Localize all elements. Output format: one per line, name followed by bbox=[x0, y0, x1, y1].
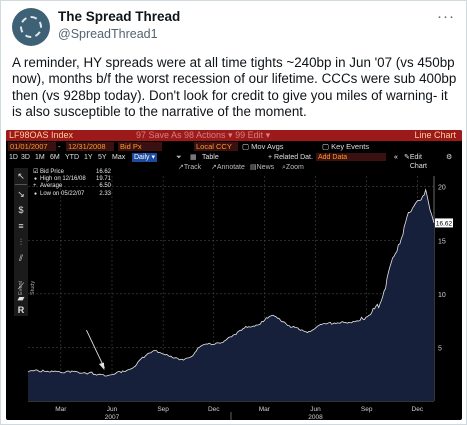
start-date-field[interactable]: 01/01/2007 bbox=[8, 142, 56, 151]
legend-low-value: 2.33 bbox=[99, 190, 111, 197]
x-tick-label: Jun bbox=[310, 406, 321, 413]
key-events-label: Key Events bbox=[331, 142, 370, 151]
high-marker-icon: ● bbox=[34, 176, 38, 183]
mov-avgs-toggle[interactable]: ▢ Mov Avgs bbox=[242, 142, 284, 151]
annotation-arrowhead bbox=[98, 362, 105, 371]
spread-area bbox=[28, 189, 434, 401]
line-tool-icon[interactable]: ⟋ bbox=[17, 281, 25, 291]
x-tick-label: Mar bbox=[55, 406, 67, 413]
legend-row-high: ● High on 12/16/08 19.71 bbox=[33, 176, 111, 183]
period-1y[interactable]: 1Y bbox=[84, 154, 93, 161]
y-tick-label: 5 bbox=[438, 345, 442, 352]
x-tick-label: Sep bbox=[361, 406, 373, 413]
period-row: 1D 3D 1M 6M YTD 1Y 5Y Max Daily ▾ ⏷ ▦ Ta… bbox=[6, 153, 462, 170]
y-tick-label: 20 bbox=[438, 185, 446, 192]
period-1m[interactable]: 1M bbox=[35, 154, 45, 161]
period-5y[interactable]: 5Y bbox=[98, 154, 107, 161]
chart-settings-gear-icon[interactable]: ⚙ bbox=[446, 154, 453, 161]
end-date-field[interactable]: 12/31/2008 bbox=[66, 142, 114, 151]
legend-row-low: ● Low on 05/22/07 2.33 bbox=[33, 191, 111, 198]
spread-line bbox=[27, 188, 435, 377]
table-icon[interactable]: ▦ bbox=[190, 154, 197, 161]
legend-series-name: Bid Price bbox=[40, 169, 65, 175]
year-label: 2008 bbox=[308, 414, 323, 420]
y-tick-label: 10 bbox=[438, 292, 446, 299]
track-label: Track bbox=[183, 164, 202, 171]
legend-row-average: + Average 6.50 bbox=[33, 183, 111, 190]
period-1d[interactable]: 1D bbox=[9, 154, 18, 161]
more-options-icon[interactable]: ··· bbox=[437, 8, 455, 25]
tweet-text: A reminder, HY spreads were at all time … bbox=[12, 55, 457, 120]
legend-average-label: Average bbox=[40, 183, 63, 190]
dollar-tool-icon[interactable]: $ bbox=[18, 205, 24, 215]
terminal-menu[interactable]: 97 Save As 98 Actions ▾ 99 Edit ▾ bbox=[136, 130, 271, 140]
edit-chart-button[interactable]: ✎ Edit Chart bbox=[404, 154, 427, 170]
drawing-toolbar: ↖ ↘ $ ≡ ⫶ ⫽ Event Study ⟋ ▰ R bbox=[14, 168, 36, 316]
zoom-label: Zoom bbox=[285, 164, 304, 171]
legend-low-label: Low on 05/22/07 bbox=[40, 190, 85, 197]
last-value-badge bbox=[435, 218, 453, 228]
news-label: News bbox=[256, 164, 275, 171]
ticker-label: LF98OAS Index bbox=[9, 130, 74, 140]
bloomberg-chart-panel: LF98OAS Index 97 Save As 98 Actions ▾ 99… bbox=[6, 130, 462, 420]
date-separator: - bbox=[58, 142, 61, 151]
last-value-label: 16.62 bbox=[436, 220, 453, 227]
tweet-header: The Spread Thread @SpreadThread1 ··· bbox=[8, 6, 459, 46]
currency-select[interactable]: Local CCY bbox=[194, 142, 238, 151]
year-label: 2007 bbox=[105, 414, 120, 420]
track-tool[interactable]: ↗ Track bbox=[178, 164, 202, 171]
period-6m[interactable]: 6M bbox=[50, 154, 60, 161]
trend-line-tool-icon[interactable]: ↘ bbox=[17, 189, 25, 199]
period-ytd[interactable]: YTD bbox=[65, 154, 79, 161]
period-3d[interactable]: 3D bbox=[21, 154, 30, 161]
spread-chart[interactable]: 5 10 15 20 Mar Jun Sep Dec Mar Jun Sep Dec 2007 2008 1… bbox=[6, 130, 462, 420]
x-tick-label: Sep bbox=[157, 406, 169, 413]
toolbar-divider bbox=[15, 184, 27, 185]
period-max[interactable]: Max bbox=[112, 154, 126, 161]
legend-average-value: 6.50 bbox=[99, 183, 111, 190]
hatch-tool-icon[interactable]: ▰ bbox=[17, 293, 25, 303]
fibonacci-tool-icon[interactable]: ⫶ bbox=[19, 237, 23, 247]
settings-row: 01/01/2007 - 12/31/2008 Bid Px Local CCY… bbox=[6, 142, 462, 151]
terminal-title-bar: LF98OAS Index 97 Save As 98 Actions ▾ 99… bbox=[6, 130, 462, 141]
r-tool-icon[interactable]: R bbox=[17, 305, 25, 315]
annotate-label: Annotate bbox=[216, 164, 245, 171]
x-tick-label: Jun bbox=[107, 406, 118, 413]
low-marker-icon: ● bbox=[34, 190, 38, 197]
author-name[interactable]: The Spread Thread bbox=[58, 9, 181, 24]
avatar[interactable] bbox=[12, 8, 50, 46]
frequency-select[interactable]: Daily ▾ bbox=[132, 153, 158, 162]
legend-high-label: High on 12/16/08 bbox=[40, 176, 86, 183]
mov-avgs-label: Mov Avgs bbox=[251, 142, 284, 151]
related-data-button[interactable]: + Related Dat. bbox=[268, 154, 313, 161]
y-tick-label: 15 bbox=[438, 238, 446, 245]
legend-high-value: 19.71 bbox=[95, 176, 111, 183]
legend-checkbox-icon[interactable]: ☑ bbox=[33, 169, 39, 175]
levels-tool-icon[interactable]: ≡ bbox=[18, 221, 24, 231]
channel-tool-icon[interactable]: ⫽ bbox=[18, 253, 23, 263]
subtool-row: ↗ Track ↗ Annotate ▤ News ⌕ Zoom bbox=[6, 163, 462, 172]
collapse-icon[interactable]: « bbox=[394, 154, 398, 161]
legend-series-value: 16.62 bbox=[95, 169, 111, 175]
field-select[interactable]: Bid Px bbox=[118, 142, 162, 151]
key-events-toggle[interactable]: ▢ Key Events bbox=[322, 142, 370, 151]
zoom-tool[interactable]: ⌕ Zoom bbox=[282, 164, 304, 171]
legend-row-series[interactable]: ☑ Bid Price 16.62 bbox=[33, 169, 111, 176]
x-tick-label: Mar bbox=[259, 406, 271, 413]
window-title: Line Chart bbox=[414, 130, 456, 140]
news-tool[interactable]: ▤ News bbox=[250, 164, 275, 171]
x-tick-label: Dec bbox=[208, 406, 220, 413]
annotate-tool[interactable]: ↗ Annotate bbox=[211, 164, 245, 171]
edit-chart-label: Edit Chart bbox=[409, 154, 427, 170]
x-tick-label: Dec bbox=[412, 406, 424, 413]
add-data-field[interactable]: Add Data bbox=[316, 153, 386, 161]
author-handle[interactable]: @SpreadThread1 bbox=[58, 27, 158, 41]
pointer-tool-icon[interactable]: ↖ bbox=[17, 171, 25, 181]
table-button[interactable]: Table bbox=[202, 154, 219, 161]
chart-legend: ☑ Bid Price 16.62 ● High on 12/16/08 19.… bbox=[33, 169, 111, 203]
average-marker-icon: + bbox=[33, 183, 37, 190]
chart-type-icon[interactable]: ⏷ bbox=[176, 154, 182, 161]
avatar-logo-icon bbox=[20, 16, 42, 38]
annotation-arrow bbox=[86, 329, 105, 369]
